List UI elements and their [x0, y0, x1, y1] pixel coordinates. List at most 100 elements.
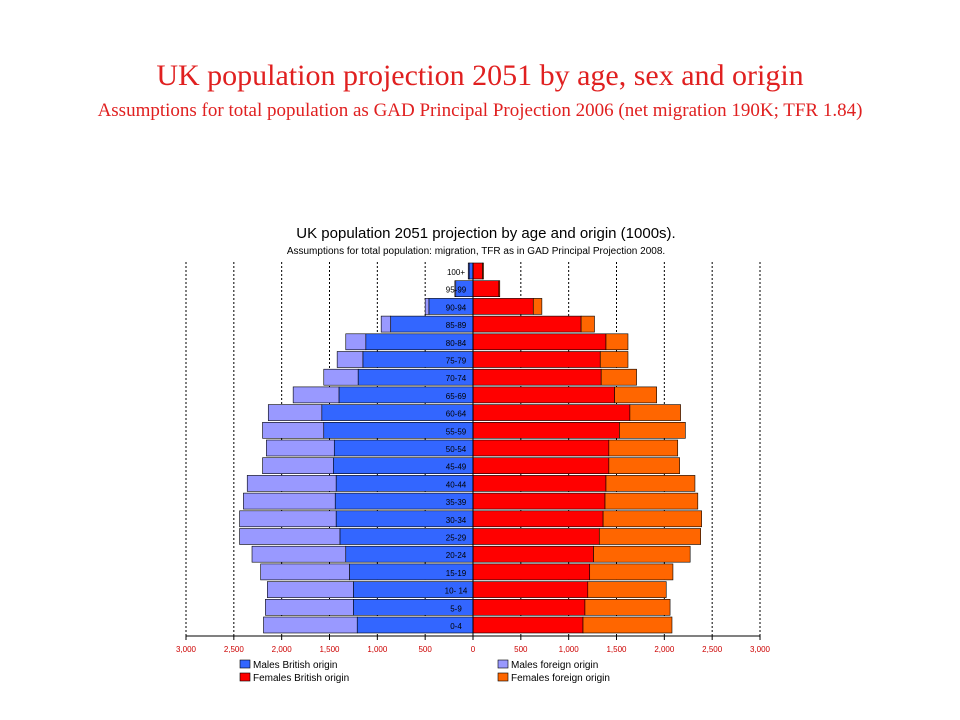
bar-females-british [472, 351, 601, 368]
bar-males-foreign [267, 581, 354, 598]
age-label: 80-84 [446, 339, 467, 348]
bar-males-foreign [260, 563, 350, 581]
bar-males-foreign [265, 598, 354, 616]
bar-males-foreign [243, 492, 336, 510]
bar-females-foreign [580, 315, 595, 333]
x-tick-label: 3,000 [750, 645, 771, 654]
bar-females-british [472, 616, 584, 634]
bar-females-foreign [608, 457, 680, 475]
age-label: 100+ [447, 268, 465, 277]
bar-females-foreign [599, 351, 629, 368]
bar-females-british [472, 298, 534, 315]
bar-females-foreign [600, 368, 637, 386]
bar-females-british [472, 280, 500, 298]
bar-females-british [472, 315, 582, 333]
legend-label: Females foreign origin [511, 673, 610, 684]
bar-females-foreign [602, 510, 702, 528]
bar-females-foreign [593, 545, 691, 563]
age-label: 30-34 [446, 516, 467, 525]
age-label: 90-94 [446, 303, 467, 312]
x-tick-label: 1,000 [367, 645, 388, 654]
legend-label: Males British origin [253, 660, 337, 671]
x-tick-label: 2,000 [654, 645, 675, 654]
bar-females-foreign [614, 386, 657, 404]
bar-females-foreign [582, 616, 673, 634]
legend-swatch [497, 672, 509, 682]
bar-males-foreign [267, 404, 323, 421]
x-tick-label: 1,000 [559, 645, 580, 654]
bar-males-foreign [263, 616, 358, 634]
bar-females-british [472, 492, 606, 510]
x-tick-label: 3,000 [176, 645, 197, 654]
bar-females-british [472, 598, 586, 616]
bar-males-foreign [292, 386, 340, 404]
chart-subtitle: Assumptions for total population: migrat… [287, 246, 665, 257]
bar-males-foreign [239, 528, 341, 545]
bar-females-british [472, 262, 483, 280]
bar-males-foreign [345, 333, 367, 351]
bar-females-foreign [589, 563, 674, 581]
bar-males-foreign [380, 315, 392, 333]
age-label: 45-49 [446, 463, 467, 472]
bar-females-foreign [608, 439, 679, 457]
bar-females-british [472, 581, 589, 598]
bar-females-british [472, 421, 620, 439]
age-label: 0-4 [450, 622, 462, 631]
age-label: 10- 14 [445, 587, 468, 596]
bar-females-british [472, 457, 610, 475]
age-label: 50-54 [446, 445, 467, 454]
slide-subtitle: Assumptions for total population as GAD … [97, 100, 863, 121]
bar-males-foreign [266, 439, 335, 457]
bar-males-foreign [251, 545, 347, 563]
legend-swatch [497, 659, 509, 669]
bar-males-foreign [323, 368, 359, 386]
age-label: 75-79 [446, 357, 467, 366]
legend-label: Males foreign origin [511, 660, 598, 671]
legend-label: Females British origin [253, 673, 349, 684]
x-tick-label: 2,500 [702, 645, 723, 654]
bar-females-british [472, 545, 594, 563]
bar-females-foreign [498, 280, 501, 298]
bar-females-british [472, 404, 631, 421]
slide-title: UK population projection 2051 by age, se… [156, 59, 804, 92]
bar-females-british [472, 528, 600, 545]
bar-females-foreign [482, 262, 484, 280]
age-label: 65-69 [446, 392, 467, 401]
x-tick-label: 1,500 [606, 645, 627, 654]
chart-title: UK population 2051 projection by age and… [296, 225, 675, 242]
bar-males-foreign [336, 351, 364, 368]
bar-males-foreign [239, 510, 337, 528]
age-label: 60-64 [446, 410, 467, 419]
age-label: 40-44 [446, 480, 467, 489]
x-tick-label: 1,500 [319, 645, 340, 654]
age-label: 55-59 [446, 427, 467, 436]
x-tick-label: 2,000 [272, 645, 293, 654]
bar-females-foreign [587, 581, 667, 598]
bar-females-foreign [604, 492, 699, 510]
bar-males-foreign [262, 421, 325, 439]
bar-females-british [472, 368, 602, 386]
x-tick-label: 0 [471, 645, 476, 654]
bar-females-foreign [629, 404, 681, 421]
bar-females-foreign [605, 333, 629, 351]
bar-females-british [472, 475, 607, 492]
age-label: 95-99 [446, 286, 467, 295]
x-tick-label: 2,500 [224, 645, 245, 654]
bar-females-british [472, 563, 591, 581]
bar-males-foreign [262, 457, 334, 475]
bar-females-british [472, 333, 607, 351]
age-label: 85-89 [446, 321, 467, 330]
legend-swatch [239, 659, 251, 669]
bar-males-foreign [246, 475, 337, 492]
age-label: 70-74 [446, 374, 467, 383]
age-label: 35-39 [446, 498, 467, 507]
bar-females-foreign [584, 598, 671, 616]
bar-females-british [472, 510, 604, 528]
bar-females-foreign [532, 298, 543, 315]
age-label: 15-19 [446, 569, 467, 578]
bar-females-foreign [619, 421, 686, 439]
bar-females-british [472, 439, 610, 457]
age-label: 5-9 [450, 604, 462, 613]
bar-females-foreign [598, 528, 701, 545]
